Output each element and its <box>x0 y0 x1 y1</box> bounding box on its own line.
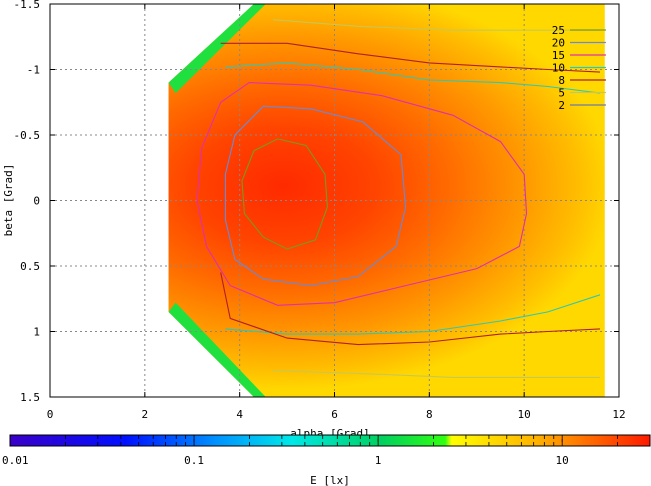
x-tick-label: 12 <box>612 408 625 421</box>
contour-8 <box>220 42 601 73</box>
colorbar-tick-label: 0.1 <box>184 454 204 467</box>
edge-band-bottom <box>168 302 266 397</box>
contour-25 <box>241 138 328 250</box>
colorbar-tick-label: 1 <box>375 454 382 467</box>
legend-label: 20 <box>552 37 565 50</box>
colorbar-ticks: 0.01 0.1 1 10 <box>2 435 651 467</box>
x-tick-label: 4 <box>236 408 243 421</box>
legend-label: 5 <box>558 87 565 100</box>
y-tick-label: -1.5 <box>14 0 41 11</box>
y-tick-label: -1 <box>27 64 40 77</box>
legend-label: 2 <box>558 99 565 112</box>
colorbar: 0.01 0.1 1 10 E [lx] <box>2 434 651 486</box>
legend-label: 25 <box>552 24 565 37</box>
legend-label: 8 <box>558 74 565 87</box>
y-tick-label: 0.5 <box>20 260 40 273</box>
x-tick-label: 10 <box>518 408 531 421</box>
colorbar-tick-label: 0.01 <box>2 454 29 467</box>
contour-10 <box>225 62 601 94</box>
contour-20 <box>224 105 407 287</box>
contour-5 <box>272 370 600 378</box>
contour-8 <box>220 272 601 346</box>
edge-band-top <box>168 4 266 94</box>
y-tick-label: 0 <box>33 195 40 208</box>
y-axis-label: beta [Grad] <box>2 164 15 237</box>
y-tick-label: -0.5 <box>14 129 41 142</box>
contour-lines <box>196 19 601 378</box>
legend-label: 10 <box>552 62 565 75</box>
legend-label: 15 <box>552 49 565 62</box>
grid-lines <box>50 4 619 397</box>
y-tick-label: 1.5 <box>20 391 40 404</box>
colorbar-tick-label: 10 <box>556 454 569 467</box>
contour-10 <box>225 294 601 335</box>
x-tick-label: 2 <box>142 408 149 421</box>
colorbar-label: E [lx] <box>310 474 350 486</box>
x-tick-label: 0 <box>47 408 54 421</box>
x-axis-ticks: 0 2 4 6 8 10 12 <box>47 4 626 421</box>
y-tick-label: 1 <box>33 326 40 339</box>
plot-area <box>50 4 619 397</box>
x-tick-label: 8 <box>426 408 433 421</box>
contour-5 <box>272 19 600 31</box>
contour-15 <box>196 82 528 306</box>
y-axis-ticks: -1.5 -1 -0.5 0 0.5 1 1.5 <box>14 0 619 404</box>
x-tick-label: 6 <box>331 408 338 421</box>
